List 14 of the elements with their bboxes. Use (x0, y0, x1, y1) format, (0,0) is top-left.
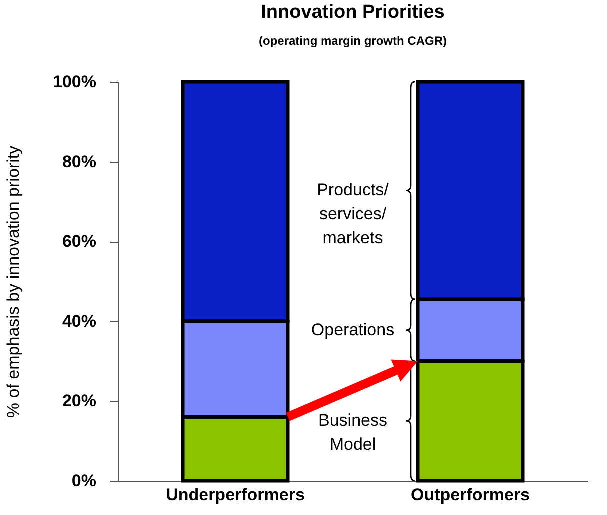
y-tick-label: 100% (53, 72, 96, 92)
y-tick-label: 40% (62, 312, 96, 331)
chart-subtitle: (operating margin growth CAGR) (259, 34, 447, 48)
x-tick-label: Outperformers (410, 486, 530, 504)
y-axis-title: % of emphasis by innovation priority (4, 145, 24, 418)
series-label: Operations (311, 320, 395, 340)
y-tick-label: 0% (72, 472, 96, 490)
series-label: Business Model (318, 411, 388, 454)
x-tick-label: Underperformers (166, 486, 305, 504)
chart-title: Innovation Priorities (261, 2, 445, 23)
series-label: Products/ services/ markets (317, 180, 390, 248)
y-tick-label: 60% (62, 232, 96, 252)
y-tick-label: 80% (62, 152, 96, 172)
y-tick-label: 20% (62, 392, 96, 411)
